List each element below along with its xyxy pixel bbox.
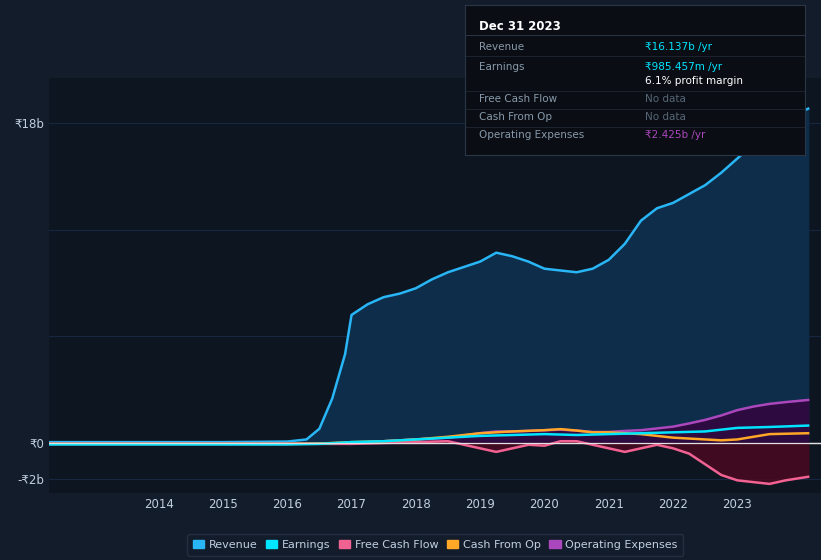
Text: Earnings: Earnings [479, 62, 524, 72]
Text: ₹985.457m /yr: ₹985.457m /yr [645, 62, 722, 72]
Text: Operating Expenses: Operating Expenses [479, 130, 584, 141]
Text: ₹2.425b /yr: ₹2.425b /yr [645, 130, 705, 141]
Text: ₹16.137b /yr: ₹16.137b /yr [645, 42, 712, 52]
Text: No data: No data [645, 113, 686, 123]
Text: Cash From Op: Cash From Op [479, 113, 552, 123]
Text: Dec 31 2023: Dec 31 2023 [479, 20, 561, 33]
Text: No data: No data [645, 95, 686, 105]
Text: Free Cash Flow: Free Cash Flow [479, 95, 557, 105]
Legend: Revenue, Earnings, Free Cash Flow, Cash From Op, Operating Expenses: Revenue, Earnings, Free Cash Flow, Cash … [187, 534, 683, 556]
Text: Revenue: Revenue [479, 42, 524, 52]
Text: 6.1% profit margin: 6.1% profit margin [645, 77, 743, 86]
